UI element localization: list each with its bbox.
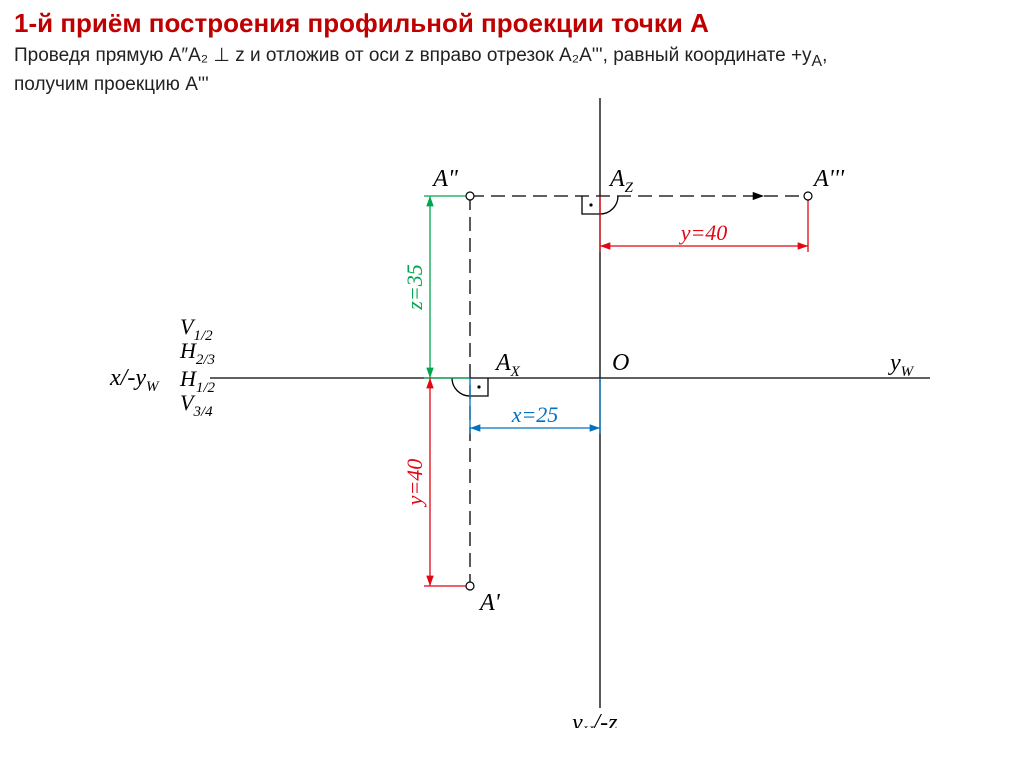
label-ax: AX xyxy=(494,350,521,380)
label-a2: A" xyxy=(431,166,459,192)
description: Проведя прямую А″А₂ ⊥ z и отложив от оси… xyxy=(0,39,1024,98)
label-a3: A''' xyxy=(812,166,845,192)
label-a1: A' xyxy=(478,590,501,616)
projection-diagram: z=35y=40y=40x=25A"AZA'''AXOA'z/-yHyWx/-y… xyxy=(0,98,1024,728)
desc-line2: получим проекцию А''' xyxy=(14,74,209,95)
point-a2 xyxy=(466,192,474,200)
desc-line1: Проведя прямую А″А₂ ⊥ z и отложив от оси… xyxy=(14,45,812,66)
point-a3 xyxy=(804,192,812,200)
label-y-right: yW xyxy=(888,350,915,380)
label-y-bottom: yH/-z xyxy=(570,710,618,728)
label-az: AZ xyxy=(608,166,634,196)
page-title: 1-й приём построения профильной проекции… xyxy=(0,0,1024,39)
desc-tail1: , xyxy=(822,45,827,66)
label-x-left: x/-yW xyxy=(109,365,160,395)
point-a1 xyxy=(466,582,474,590)
label-origin: O xyxy=(612,350,629,376)
dim-y2-label: y=40 xyxy=(679,220,728,245)
dim-y1-label: y=40 xyxy=(402,458,427,507)
dim-z-label: z=35 xyxy=(402,264,427,310)
dim-x-label: x=25 xyxy=(511,402,559,427)
desc-sub1: А xyxy=(812,53,823,70)
